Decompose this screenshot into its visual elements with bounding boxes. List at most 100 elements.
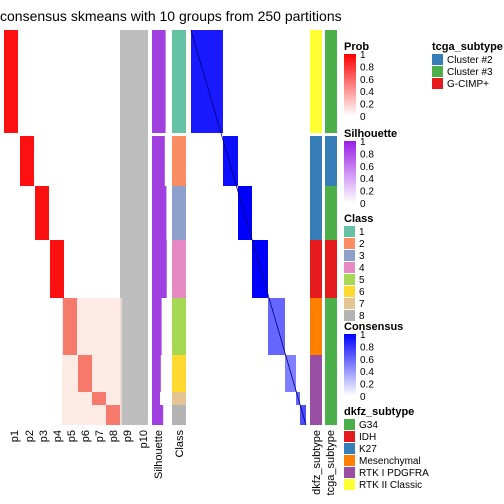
silhouette-bar-8 (152, 405, 164, 425)
dkfz-cell-7 (310, 392, 322, 405)
class-cell-7 (172, 392, 186, 405)
class-legend-swatch (344, 262, 355, 273)
prob-legend-tick: 0.2 (360, 100, 374, 111)
tcga-cell-5 (325, 298, 337, 355)
prob-main-6 (78, 355, 92, 392)
prob-legend-tick: 1 (360, 50, 366, 61)
class-cell-5 (172, 298, 186, 355)
prob-cell-1 (4, 30, 18, 133)
column-label-p5: p5 (66, 430, 78, 442)
column-label-silhouette: Silhouette (153, 430, 165, 479)
dkfz-cell-4 (310, 240, 322, 298)
consensus-legend-tick: 0.8 (360, 342, 374, 353)
dkfz_subtype-legend-label: Mesenchymal (359, 456, 421, 467)
tcga_subtype-legend-title: tcga_subtype (432, 41, 503, 53)
prob-legend-tick: 0 (360, 112, 366, 123)
legends: Prob10.80.60.40.20Silhouette10.80.60.40.… (344, 41, 503, 491)
column-label-tcga-subtype: tcga_subtype (325, 430, 337, 495)
tcga_subtype-legend-swatch (432, 66, 443, 77)
silhouette-legend-title: Silhouette (344, 128, 397, 140)
dkfz-cell-6 (310, 355, 322, 392)
class-cell-1 (172, 30, 186, 133)
plot-title: consensus skmeans with 10 groups from 25… (0, 8, 342, 24)
prob-legend-tick: 0.6 (360, 75, 374, 86)
dkfz_subtype-legend-label: RTK I PDGFRA (359, 468, 429, 479)
prob-cell-2 (20, 136, 34, 186)
heatmap-body (4, 29, 337, 426)
column-label-p7: p7 (94, 430, 106, 442)
tcga-cell-1 (325, 30, 337, 133)
class-legend-swatch (344, 238, 355, 249)
silhouette-legend-tick: 0 (360, 199, 366, 210)
consensus-legend-tick: 1 (360, 330, 366, 341)
class-cell-3 (172, 186, 186, 240)
dkfz_subtype-legend-label: G34 (359, 420, 378, 431)
class-legend-title: Class (344, 213, 373, 225)
class-cell-8 (172, 405, 186, 425)
class-legend-label: 6 (359, 287, 365, 298)
prob-cell-3 (35, 186, 49, 240)
prob-legend-bar (344, 54, 356, 116)
class-legend-swatch (344, 250, 355, 261)
class-legend-label: 1 (359, 227, 365, 238)
tcga-cell-4 (325, 240, 337, 298)
prob-legend-title: Prob (344, 41, 369, 53)
silhouette-bar-6 (152, 355, 161, 392)
tcga-cell-8 (325, 405, 337, 425)
class-legend-label: 8 (359, 311, 365, 322)
dkfz_subtype-legend-title: dkfz_subtype (344, 406, 414, 418)
consensus-legend-tick: 0.4 (360, 367, 374, 378)
prob-legend-tick: 0.8 (360, 62, 374, 73)
prob-main-8 (106, 405, 120, 425)
consensus-block-5 (268, 298, 285, 355)
silhouette-legend-tick: 1 (360, 137, 366, 148)
consensus-legend-tick: 0.2 (360, 380, 374, 391)
consensus-legend-tick: 0 (360, 392, 366, 403)
consensus-block-2 (223, 136, 238, 186)
dkfz_subtype-legend-swatch (344, 467, 355, 478)
silhouette-legend-tick: 0.4 (360, 174, 374, 185)
class-legend-label: 2 (359, 239, 365, 250)
silhouette-legend-tick: 0.2 (360, 187, 374, 198)
column-label-p10: p10 (138, 430, 150, 448)
prob-legend-tick: 0.4 (360, 87, 374, 98)
tcga_subtype-legend-label: Cluster #2 (447, 55, 493, 66)
class-legend-label: 7 (359, 299, 365, 310)
class-cell-2 (172, 136, 186, 186)
silhouette-legend-tick: 0.8 (360, 149, 374, 160)
tcga-cell-6 (325, 355, 337, 392)
prob-cell-4 (50, 240, 64, 298)
class-cell-6 (172, 355, 186, 392)
consensus-diagonal (190, 29, 307, 426)
silhouette-legend-tick: 0.6 (360, 162, 374, 173)
tcga-cell-7 (325, 392, 337, 405)
consensus-legend-title: Consensus (344, 321, 403, 333)
column-label-p9: p9 (122, 430, 134, 442)
dkfz_subtype-legend-label: K27 (359, 444, 377, 455)
silhouette-bar-1 (152, 30, 166, 133)
class-legend-swatch (344, 286, 355, 297)
dkfz-cell-2 (310, 136, 322, 186)
tcga_subtype-legend-label: Cluster #3 (447, 67, 493, 78)
dkfz_subtype-legend-label: RTK II Classic (359, 480, 422, 491)
class-legend-swatch (344, 226, 355, 237)
column-label-p2: p2 (24, 430, 36, 442)
dkfz-cell-5 (310, 298, 322, 355)
column-label-p3: p3 (38, 430, 50, 442)
class-legend-label: 5 (359, 275, 365, 286)
class-legend-swatch (344, 274, 355, 285)
class-legend-label: 3 (359, 251, 365, 262)
consensus-legend-tick: 0.6 (360, 355, 374, 366)
column-label-p6: p6 (80, 430, 92, 442)
silhouette-bar-2 (152, 136, 165, 186)
tcga_subtype-legend-swatch (432, 78, 443, 89)
tcga-cell-2 (325, 136, 337, 186)
class-legend-swatch (344, 310, 355, 321)
column-label-class: Class (174, 430, 186, 458)
class-legend-label: 4 (359, 263, 365, 274)
silhouette-bar-7 (152, 392, 160, 405)
consensus-legend-bar (344, 334, 356, 396)
class-cell-4 (172, 240, 186, 298)
column-label-p1: p1 (9, 430, 21, 442)
